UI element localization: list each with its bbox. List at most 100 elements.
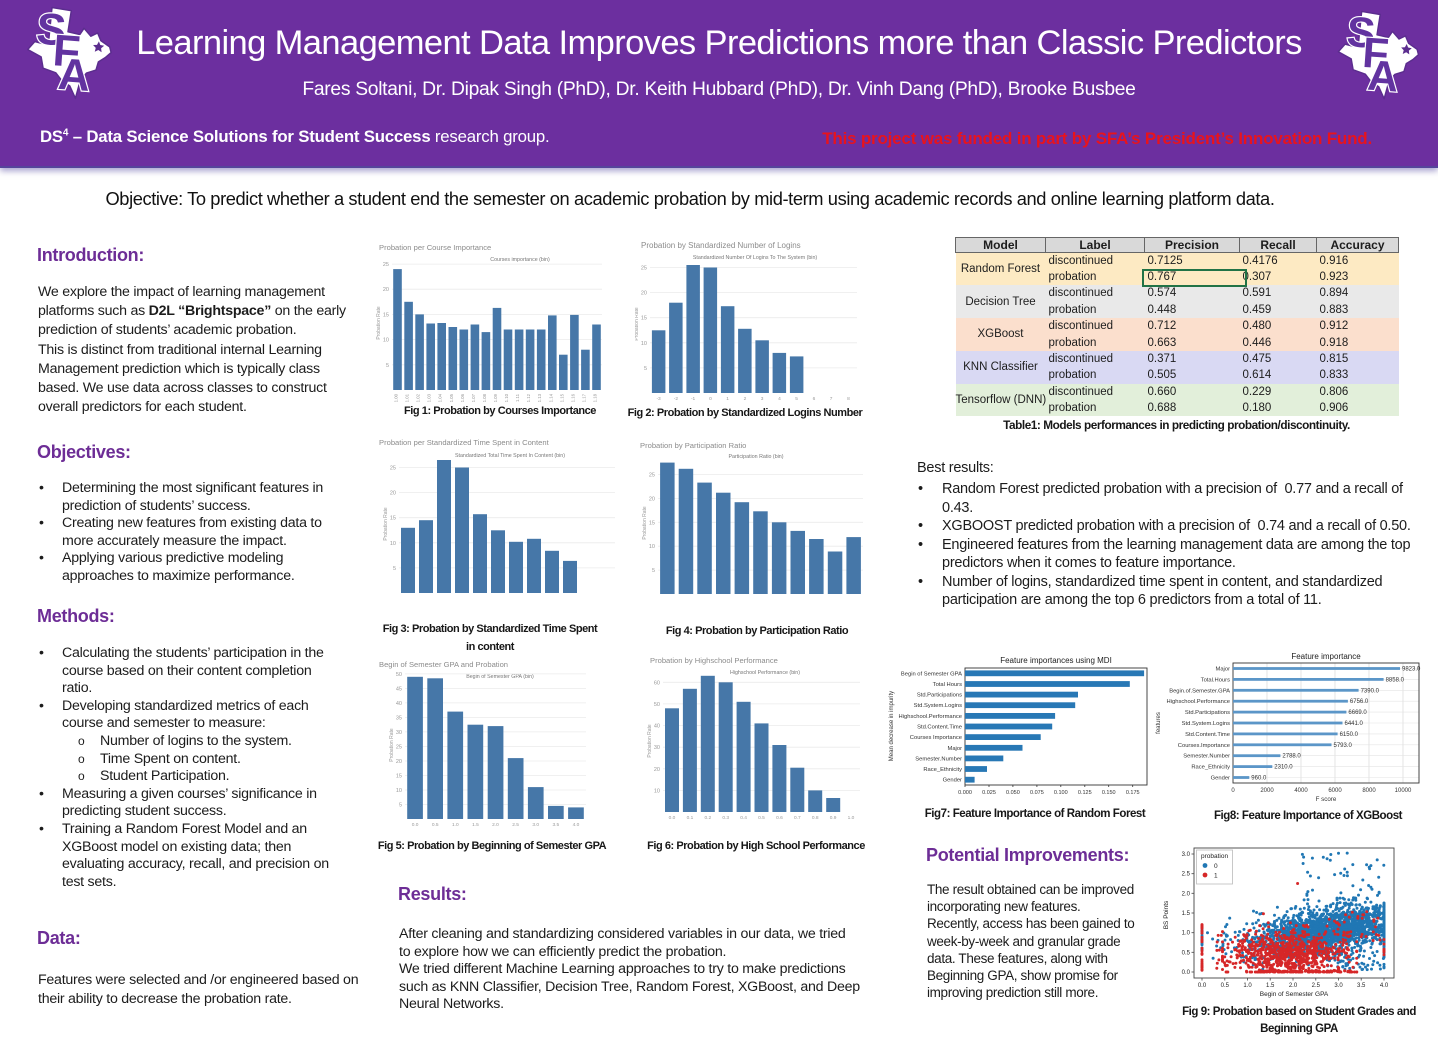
- svg-text:2.5: 2.5: [1312, 983, 1321, 989]
- svg-text:0.0: 0.0: [412, 822, 419, 828]
- svg-text:35: 35: [396, 715, 402, 721]
- svg-text:20: 20: [649, 496, 655, 502]
- svg-text:0.3: 0.3: [722, 815, 729, 821]
- svg-text:F: F: [51, 26, 82, 77]
- svg-text:0.2: 0.2: [704, 815, 711, 821]
- svg-text:3.5: 3.5: [1357, 983, 1366, 989]
- svg-text:20: 20: [654, 767, 660, 773]
- svg-text:6756.0: 6756.0: [1350, 699, 1369, 705]
- svg-text:6000: 6000: [1328, 788, 1342, 794]
- svg-text:Probation by Standardized Numb: Probation by Standardized Number of Logi…: [641, 241, 801, 250]
- svg-text:5: 5: [399, 803, 402, 809]
- svg-text:-3: -3: [406, 596, 411, 597]
- svg-text:0.050: 0.050: [1006, 790, 1020, 796]
- svg-text:0.5: 0.5: [1221, 983, 1230, 989]
- svg-text:Semester.Number: Semester.Number: [915, 756, 962, 762]
- svg-text:15: 15: [641, 316, 647, 322]
- svg-text:Courses Importance: Courses Importance: [910, 735, 962, 741]
- svg-text:0.5: 0.5: [432, 822, 439, 828]
- svg-text:25: 25: [390, 466, 396, 472]
- svg-text:20: 20: [390, 491, 396, 497]
- svg-text:0.5: 0.5: [1182, 950, 1191, 956]
- svg-text:1.11: 1.11: [515, 393, 520, 402]
- svg-text:5: 5: [652, 568, 655, 574]
- svg-text:Major: Major: [1216, 667, 1231, 673]
- svg-text:40: 40: [396, 701, 402, 707]
- svg-text:Gender: Gender: [943, 778, 962, 784]
- svg-text:1.16: 1.16: [570, 393, 575, 402]
- svg-text:960.0: 960.0: [1251, 776, 1267, 782]
- svg-text:1: 1: [1214, 873, 1218, 880]
- svg-text:Probation per Standardized Tim: Probation per Standardized Time Spent in…: [379, 438, 550, 447]
- svg-text:0: 0: [461, 596, 464, 597]
- svg-text:Total.Hours: Total.Hours: [1201, 677, 1230, 683]
- svg-text:Major: Major: [948, 746, 963, 752]
- svg-text:Begin of Semester GPA (bin): Begin of Semester GPA (bin): [466, 674, 534, 680]
- svg-text:25: 25: [383, 262, 389, 268]
- svg-text:Std.Content.Time: Std.Content.Time: [917, 725, 962, 731]
- svg-text:7390.0: 7390.0: [1361, 688, 1380, 694]
- svg-text:2: 2: [497, 596, 500, 597]
- svg-text:20: 20: [396, 759, 402, 765]
- svg-text:0.5: 0.5: [758, 815, 765, 821]
- svg-text:Highschool.Performance: Highschool.Performance: [899, 714, 962, 720]
- svg-text:-2: -2: [424, 596, 429, 597]
- svg-text:0.100: 0.100: [1054, 790, 1068, 796]
- svg-text:2788.0: 2788.0: [1282, 754, 1301, 760]
- svg-text:45: 45: [396, 686, 402, 692]
- svg-text:Total Hours: Total Hours: [933, 682, 962, 688]
- svg-text:Probation Rate: Probation Rate: [376, 306, 382, 340]
- svg-text:Participation Ratio (bin): Participation Ratio (bin): [728, 454, 783, 460]
- svg-text:1.00: 1.00: [394, 393, 399, 402]
- svg-text:Standardized Total Time Spent: Standardized Total Time Spent In Content…: [455, 453, 565, 459]
- svg-text:0.1: 0.1: [687, 815, 694, 821]
- svg-text:0: 0: [709, 396, 712, 400]
- svg-text:9823.0: 9823.0: [1402, 667, 1421, 673]
- svg-text:1.0: 1.0: [848, 815, 855, 821]
- svg-text:1.06: 1.06: [460, 393, 465, 402]
- svg-text:3: 3: [515, 596, 518, 597]
- svg-text:Semester.Number: Semester.Number: [1183, 754, 1230, 760]
- svg-text:F: F: [1361, 29, 1390, 79]
- svg-text:0.7: 0.7: [794, 815, 801, 821]
- svg-text:Highschool Performance (bin): Highschool Performance (bin): [730, 670, 800, 676]
- svg-text:1.5: 1.5: [472, 822, 479, 828]
- svg-text:1.08: 1.08: [482, 393, 487, 402]
- svg-text:1.14: 1.14: [548, 393, 553, 402]
- svg-text:Begin of Semester GPA: Begin of Semester GPA: [901, 671, 962, 677]
- svg-text:Standardized Number Of Logins: Standardized Number Of Logins To The Sys…: [693, 255, 818, 261]
- svg-text:Begin of Semester GPA: Begin of Semester GPA: [1260, 991, 1329, 998]
- svg-text:features: features: [1156, 712, 1162, 734]
- svg-text:1.10: 1.10: [504, 393, 509, 402]
- svg-text:0: 0: [1214, 863, 1218, 870]
- svg-text:Probation Rate: Probation Rate: [647, 724, 653, 758]
- svg-text:Std.Participations: Std.Participations: [1185, 710, 1230, 716]
- svg-text:10: 10: [654, 788, 660, 794]
- svg-text:0: 0: [1231, 788, 1235, 794]
- svg-text:0.4: 0.4: [740, 815, 747, 821]
- svg-text:1.18: 1.18: [593, 393, 598, 402]
- svg-text:5: 5: [644, 366, 647, 372]
- svg-text:10: 10: [390, 541, 396, 547]
- svg-text:F score: F score: [1316, 796, 1337, 803]
- svg-text:6150.0: 6150.0: [1340, 732, 1359, 738]
- svg-text:1.5: 1.5: [1266, 983, 1275, 989]
- svg-text:S: S: [35, 6, 68, 56]
- svg-text:2000: 2000: [1260, 788, 1274, 794]
- svg-text:Race_Ethnicity: Race_Ethnicity: [1191, 765, 1230, 771]
- svg-text:2.0: 2.0: [1182, 891, 1191, 897]
- svg-text:S: S: [1345, 10, 1377, 58]
- svg-text:1.01: 1.01: [405, 393, 410, 402]
- svg-text:0.0: 0.0: [669, 815, 676, 821]
- svg-text:0.000: 0.000: [958, 790, 972, 796]
- svg-text:1.17: 1.17: [581, 393, 586, 402]
- svg-text:15: 15: [390, 516, 396, 522]
- svg-text:0.175: 0.175: [1126, 790, 1140, 796]
- svg-text:A: A: [56, 50, 91, 101]
- svg-text:1.5: 1.5: [1182, 911, 1191, 917]
- svg-text:2: 2: [744, 396, 747, 400]
- svg-text:0.125: 0.125: [1078, 790, 1092, 796]
- svg-text:6669.0: 6669.0: [1348, 710, 1367, 716]
- svg-text:1.03: 1.03: [427, 393, 432, 402]
- svg-text:-1: -1: [442, 596, 447, 597]
